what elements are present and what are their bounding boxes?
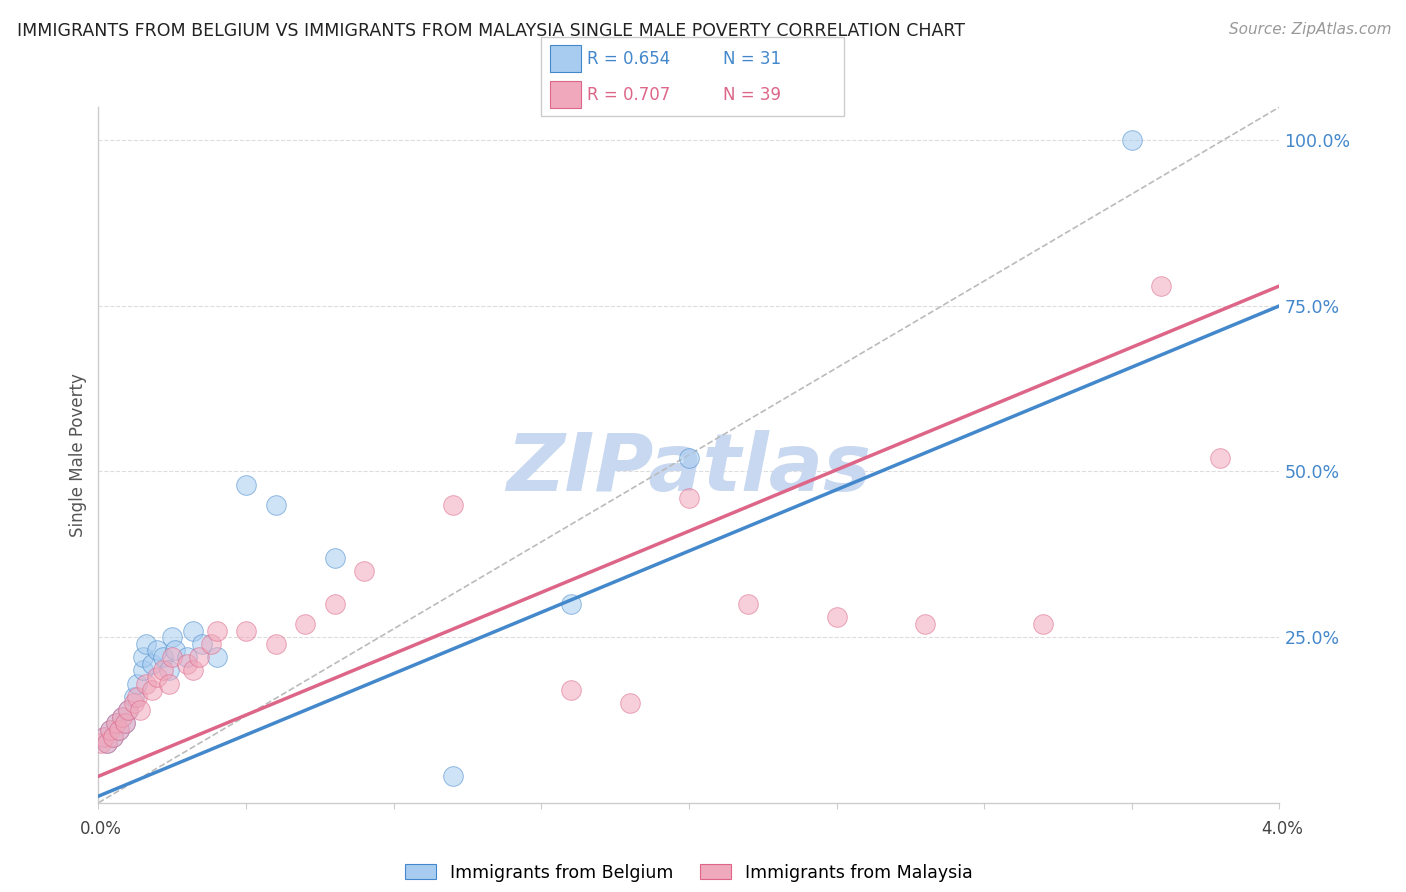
Point	[441, 769, 464, 783]
Point	[1121, 133, 1143, 147]
Point	[678, 491, 700, 505]
FancyBboxPatch shape	[550, 80, 581, 108]
Point	[132, 663, 155, 677]
Text: IMMIGRANTS FROM BELGIUM VS IMMIGRANTS FROM MALAYSIA SINGLE MALE POVERTY CORRELAT: IMMIGRANTS FROM BELGIUM VS IMMIGRANTS FR…	[17, 22, 965, 40]
Point	[132, 650, 155, 665]
Point	[181, 624, 204, 638]
Point	[108, 723, 131, 737]
Point	[93, 730, 115, 744]
Text: R = 0.654: R = 0.654	[586, 50, 669, 68]
Text: N = 31: N = 31	[723, 50, 780, 68]
Point	[98, 723, 121, 737]
Point	[441, 498, 464, 512]
Point	[90, 736, 112, 750]
Point	[117, 703, 139, 717]
Point	[187, 650, 209, 665]
Point	[235, 624, 257, 638]
Point	[737, 597, 759, 611]
Point	[1209, 451, 1232, 466]
Point	[157, 676, 180, 690]
Text: 0.0%: 0.0%	[80, 820, 122, 838]
Point	[96, 736, 118, 750]
Point	[914, 616, 936, 631]
Point	[560, 597, 582, 611]
Point	[176, 657, 198, 671]
Point	[96, 736, 118, 750]
Point	[294, 616, 316, 631]
Point	[205, 624, 228, 638]
Point	[141, 683, 163, 698]
Point	[1032, 616, 1054, 631]
Point	[176, 650, 198, 665]
Point	[146, 643, 169, 657]
Point	[157, 663, 180, 677]
Point	[93, 730, 115, 744]
Point	[152, 650, 174, 665]
Point	[114, 716, 136, 731]
Point	[264, 498, 287, 512]
Point	[619, 697, 641, 711]
Point	[122, 697, 145, 711]
Point	[111, 709, 134, 723]
FancyBboxPatch shape	[550, 45, 581, 72]
Point	[114, 716, 136, 731]
Y-axis label: Single Male Poverty: Single Male Poverty	[69, 373, 87, 537]
Point	[162, 630, 183, 644]
Point	[353, 564, 375, 578]
Point	[323, 597, 346, 611]
Point	[98, 723, 121, 737]
Point	[264, 637, 287, 651]
Point	[141, 657, 163, 671]
Text: 4.0%: 4.0%	[1261, 820, 1303, 838]
Point	[825, 610, 848, 624]
Point	[111, 709, 134, 723]
Point	[135, 676, 157, 690]
Point	[181, 663, 204, 677]
Text: ZIPatlas: ZIPatlas	[506, 430, 872, 508]
Point	[103, 730, 125, 744]
Point	[105, 716, 128, 731]
Point	[205, 650, 228, 665]
Point	[122, 690, 145, 704]
Text: N = 39: N = 39	[723, 86, 780, 103]
Point	[560, 683, 582, 698]
Point	[108, 723, 131, 737]
Point	[678, 451, 700, 466]
Text: Source: ZipAtlas.com: Source: ZipAtlas.com	[1229, 22, 1392, 37]
Point	[105, 716, 128, 731]
Point	[235, 477, 257, 491]
Point	[165, 643, 187, 657]
Point	[152, 663, 174, 677]
Point	[125, 676, 148, 690]
Point	[117, 703, 139, 717]
Point	[162, 650, 183, 665]
Point	[191, 637, 214, 651]
Text: R = 0.707: R = 0.707	[586, 86, 669, 103]
Point	[125, 690, 148, 704]
Point	[323, 550, 346, 565]
Point	[146, 670, 169, 684]
Point	[1150, 279, 1173, 293]
Point	[128, 703, 150, 717]
Point	[135, 637, 157, 651]
Point	[103, 730, 125, 744]
Legend: Immigrants from Belgium, Immigrants from Malaysia: Immigrants from Belgium, Immigrants from…	[398, 856, 980, 888]
Point	[200, 637, 222, 651]
FancyBboxPatch shape	[541, 37, 844, 116]
